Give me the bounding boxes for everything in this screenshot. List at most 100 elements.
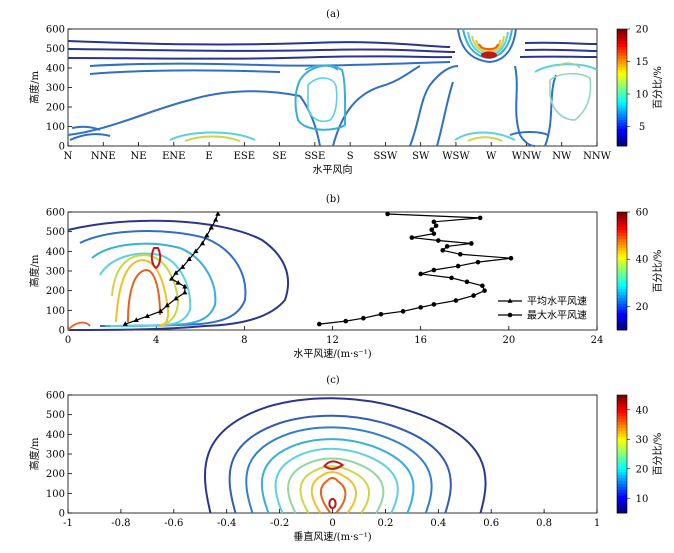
- colorbar-label: 百分比/%: [652, 250, 664, 293]
- colorbar-segment: [617, 223, 627, 228]
- x-axis-label: 水平风速/(m·s⁻¹): [293, 348, 371, 360]
- contour-line: [457, 28, 517, 63]
- colorbar-segment: [617, 212, 627, 216]
- y-axis-label: 高度/m: [28, 437, 41, 470]
- contour-line: [299, 95, 321, 147]
- colorbar-frame: [616, 28, 628, 147]
- contour-layer: [67, 219, 289, 331]
- legend-marker: [507, 298, 513, 303]
- x-tick-label: WNW: [512, 151, 542, 162]
- colorbar: 10 20 30 40 百分比/%: [616, 394, 664, 514]
- colorbar-tick-label: 10: [636, 494, 649, 505]
- contour-line: [323, 460, 345, 470]
- colorbar-segment: [617, 282, 627, 287]
- x-tick-label: 16: [414, 335, 427, 346]
- colorbar-segment: [617, 271, 627, 275]
- colorbar-segment: [617, 81, 627, 85]
- contour-line: [111, 254, 179, 326]
- colorbar-segment: [617, 421, 627, 425]
- colorbar-segment: [617, 430, 627, 434]
- colorbar-segment: [617, 318, 627, 322]
- contour-line: [307, 77, 338, 123]
- contour-line: [203, 397, 487, 514]
- contour-line: [409, 65, 459, 147]
- colorbar-segment: [617, 471, 627, 476]
- colorbar-segment: [617, 465, 627, 470]
- data-point: [182, 283, 188, 289]
- colorbar-segment: [617, 49, 627, 53]
- colorbar-segment: [617, 90, 627, 94]
- x-tick-label: 8: [241, 335, 247, 346]
- panel-2: (b) 0 100 200 300 400 500 600 0 4 8 12 16 20 24 水平风速/(m…: [28, 194, 664, 360]
- colorbar-segment: [617, 276, 627, 281]
- colorbar-segment: [617, 125, 627, 129]
- legend-label: 平均水平风速: [527, 296, 587, 308]
- colorbar-segment: [617, 498, 627, 502]
- data-point: [173, 270, 179, 275]
- contour-line: [287, 457, 385, 514]
- colorbar-segment: [617, 510, 627, 514]
- colorbar-segment: [617, 504, 627, 508]
- colorbar-label: 百分比/%: [652, 433, 664, 476]
- x-tick-label: 24: [591, 335, 604, 346]
- x-tick-label: NNE: [91, 151, 116, 162]
- y-tick-label: 400: [46, 430, 65, 441]
- colorbar-segment: [617, 501, 627, 505]
- colorbar-tick-label: 60: [636, 208, 649, 219]
- data-point: [440, 248, 446, 253]
- colorbar-segment: [617, 61, 627, 65]
- colorbar: 20 40 60 百分比/%: [616, 208, 664, 331]
- colorbar-segment: [617, 300, 627, 304]
- colorbar-segment: [617, 459, 627, 464]
- colorbar-segment: [617, 273, 627, 278]
- colorbar-segment: [617, 241, 627, 245]
- colorbar-segment: [617, 256, 627, 260]
- contour-layer: [203, 397, 487, 514]
- colorbar-segment: [617, 67, 627, 71]
- data-point: [429, 227, 434, 232]
- colorbar-segment: [617, 418, 627, 422]
- colorbar-segment: [617, 285, 627, 290]
- colorbar-segment: [617, 445, 627, 449]
- colorbar-segment: [617, 424, 627, 428]
- x-tick-label: WSW: [442, 151, 470, 162]
- contour-line: [332, 65, 421, 147]
- colorbar-segment: [617, 93, 627, 97]
- y-tick-label: 600: [46, 391, 65, 402]
- contour-line: [310, 471, 357, 514]
- contour-line: [274, 447, 399, 514]
- data-point: [157, 308, 164, 314]
- contour-line: [69, 133, 111, 141]
- x-tick-label: -0.2: [270, 518, 289, 529]
- colorbar-segment: [617, 265, 627, 269]
- colorbar-segment: [617, 309, 627, 313]
- contour-line: [514, 65, 536, 147]
- colorbar-tick-label: 20: [636, 302, 649, 313]
- contour-line: [67, 48, 456, 53]
- x-tick-label: 0.4: [430, 518, 446, 529]
- colorbar-segment: [617, 232, 627, 236]
- colorbar-segment: [617, 140, 627, 144]
- colorbar-segment: [617, 217, 627, 222]
- colorbar-segment: [617, 489, 627, 493]
- y-tick-label: 200: [46, 103, 65, 114]
- colorbar-segment: [617, 294, 627, 298]
- data-point: [431, 302, 437, 307]
- data-point: [215, 211, 221, 216]
- colorbar-segment: [617, 448, 627, 452]
- y-tick-label: 100: [46, 122, 65, 133]
- data-point: [378, 311, 384, 317]
- y-tick-label: 500: [46, 410, 65, 421]
- colorbar-segment: [617, 84, 627, 88]
- colorbar-segment: [617, 110, 627, 115]
- contour-line: [184, 135, 241, 142]
- contour-line: [454, 131, 516, 141]
- colorbar-segment: [617, 29, 627, 33]
- legend-marker: [507, 312, 513, 318]
- data-point: [122, 321, 128, 326]
- colorbar-segment: [617, 439, 627, 443]
- contour-line: [150, 247, 162, 269]
- x-tick-label: 4: [153, 335, 159, 346]
